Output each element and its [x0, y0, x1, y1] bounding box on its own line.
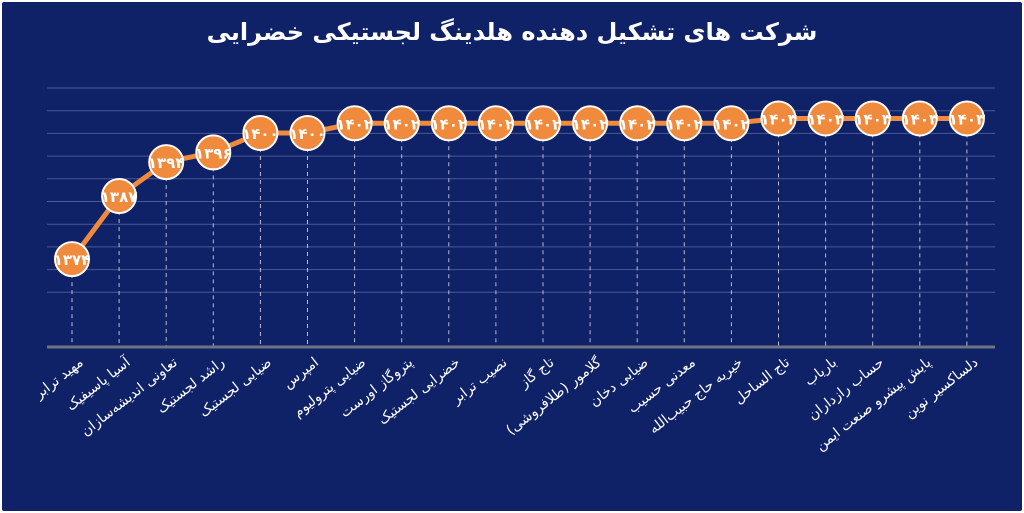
data-point [430, 105, 467, 142]
data-point [525, 105, 561, 142]
data-point [336, 105, 373, 142]
data-point [666, 105, 703, 142]
data-label: ۱۴۰۳ [901, 110, 938, 128]
data-point [948, 100, 985, 137]
drop-lines [71, 133, 968, 347]
data-point [854, 100, 891, 137]
data-label: ۱۴۰۳ [807, 110, 844, 128]
data-point [619, 105, 656, 142]
gridlines [47, 87, 995, 293]
data-point [54, 241, 90, 278]
data-label: ۱۴۰۲ [666, 115, 703, 133]
data-label: ۱۴۰۲ [383, 115, 420, 133]
category-label: باریاب [802, 355, 840, 390]
data-label: ۱۳۸۷ [101, 188, 138, 206]
data-label: ۱۴۰۲ [619, 115, 656, 133]
data-label: ۱۴۰۲ [713, 115, 750, 133]
data-label: ۱۴۰۳ [854, 110, 891, 128]
data-label: ۱۳۹۶ [195, 144, 232, 162]
data-point [572, 105, 609, 142]
data-point [195, 134, 232, 171]
category-label: امپرس [280, 355, 322, 393]
data-points: ۱۳۷۴ ۱۳۸۷ ۱۳۹۴ ۱۳۹۶ ۱۴۰۰ ۱۴۰۰ ۱۴۰۲ ۱۴۰۲ ۱۴۰۲ ۱۴۰۲… [54, 100, 986, 278]
data-label: ۱۴۰۰ [289, 125, 326, 143]
category-label: خضرایی لجستیک [375, 355, 463, 429]
data-point [807, 100, 844, 137]
data-point [242, 115, 279, 151]
data-label: ۱۴۰۳ [760, 110, 797, 128]
data-label: ۱۴۰۲ [430, 115, 467, 133]
data-label: ۱۴۰۰ [242, 125, 279, 143]
category-label: تاج گاز [515, 354, 557, 392]
data-point [101, 178, 138, 215]
data-label: ۱۴۰۲ [572, 115, 609, 133]
data-point [289, 115, 326, 151]
data-point [901, 100, 938, 137]
data-point [713, 105, 750, 142]
data-label: ۱۴۰۲ [478, 115, 515, 133]
data-point [148, 144, 185, 181]
data-label: ۱۴۰۳ [949, 110, 986, 128]
data-point [383, 105, 420, 142]
data-label: ۱۴۰۲ [336, 115, 373, 133]
data-label: ۱۴۰۲ [525, 115, 562, 133]
data-point [760, 100, 797, 137]
data-point [477, 105, 514, 142]
chart-title: شرکت های تشکیل دهنده هلدینگ لجستیکی خضرا… [206, 18, 818, 46]
data-label: ۱۳۹۴ [148, 154, 185, 172]
data-label: ۱۳۷۴ [54, 251, 91, 269]
